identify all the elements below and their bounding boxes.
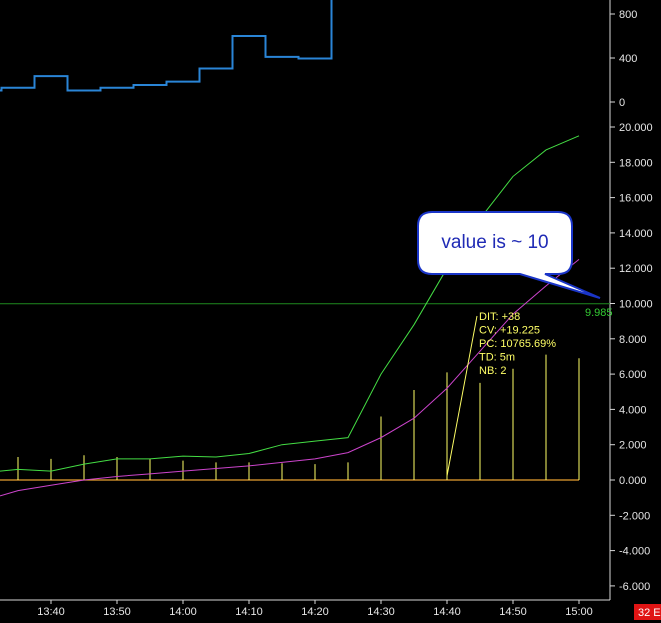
info-line-0: DIT: +38 [479,311,520,323]
top-y-tick-label-0: 800 [619,9,637,21]
main-y-tick-label-6: 8.000 [619,334,647,346]
main-y-tick-label-2: 16.000 [619,193,653,205]
main-y-tick-label-8: 4.000 [619,404,647,416]
main-y-tick-label-12: -4.000 [619,546,650,558]
main-y-tick-label-0: 20.000 [619,122,653,134]
x-tick-label-4: 14:20 [301,606,329,618]
main-y-tick-label-4: 12.000 [619,263,653,275]
info-pointer-line [446,315,478,477]
main-y-tick-label-1: 18.000 [619,157,653,169]
reference-line-label: 9.985 [585,307,613,319]
main-panel: 20.000 18.000 16.000 14.000 12.000 10.000 8.00… [0,122,653,593]
callout-shape [417,211,601,299]
main-y-tick-label-3: 14.000 [619,228,653,240]
info-line-1: CV: +19.225 [479,325,540,337]
main-y-tick-label-9: 2.000 [619,440,647,452]
info-line-4: NB: 2 [479,365,507,377]
callout-bubble [417,211,601,299]
x-tick-label-1: 13:50 [103,606,131,618]
x-tick-label-3: 14:10 [235,606,263,618]
top-series-0-line [0,0,333,92]
top-y-tick-label-1: 400 [619,53,637,65]
x-axis: 13:40 13:50 14:00 14:10 14:20 14:30 14:40 14:50… [37,600,593,618]
main-y-tick-label-11: -2.000 [619,510,650,522]
info-line-3: TD: 5m [479,352,515,364]
main-y-tick-label-10: 0.000 [619,475,647,487]
corner-badge-text: 32 E [638,607,661,619]
main-y-tick-label-5: 10.000 [619,299,653,311]
x-tick-label-7: 14:50 [499,606,527,618]
info-line-2: PC: 10765.69% [479,338,556,350]
top-y-tick-label-2: 0 [619,97,625,109]
x-tick-label-5: 14:30 [367,606,395,618]
main-y-tick-label-7: 6.000 [619,369,647,381]
corner-badge-bg [634,604,661,620]
x-tick-label-0: 13:40 [37,606,65,618]
x-tick-label-8: 15:00 [565,606,593,618]
top-panel: 800 400 0 [0,0,637,109]
x-tick-label-2: 14:00 [169,606,197,618]
x-tick-label-6: 14:40 [433,606,461,618]
main-y-tick-label-13: -6.000 [619,581,650,593]
main-series-1-line [0,258,580,497]
